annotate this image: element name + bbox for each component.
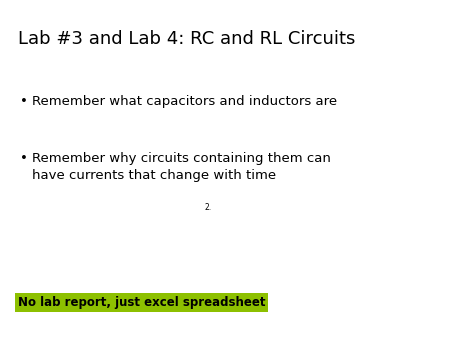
Text: Lab #3 and Lab 4: RC and RL Circuits: Lab #3 and Lab 4: RC and RL Circuits bbox=[18, 30, 356, 48]
Text: Remember what capacitors and inductors are: Remember what capacitors and inductors a… bbox=[32, 95, 337, 107]
Text: No lab report, just excel spreadsheet: No lab report, just excel spreadsheet bbox=[18, 296, 266, 309]
Text: 2.: 2. bbox=[205, 203, 212, 212]
Text: •: • bbox=[20, 152, 28, 165]
Text: Remember why circuits containing them can
have currents that change with time: Remember why circuits containing them ca… bbox=[32, 152, 330, 182]
Text: •: • bbox=[20, 95, 28, 107]
